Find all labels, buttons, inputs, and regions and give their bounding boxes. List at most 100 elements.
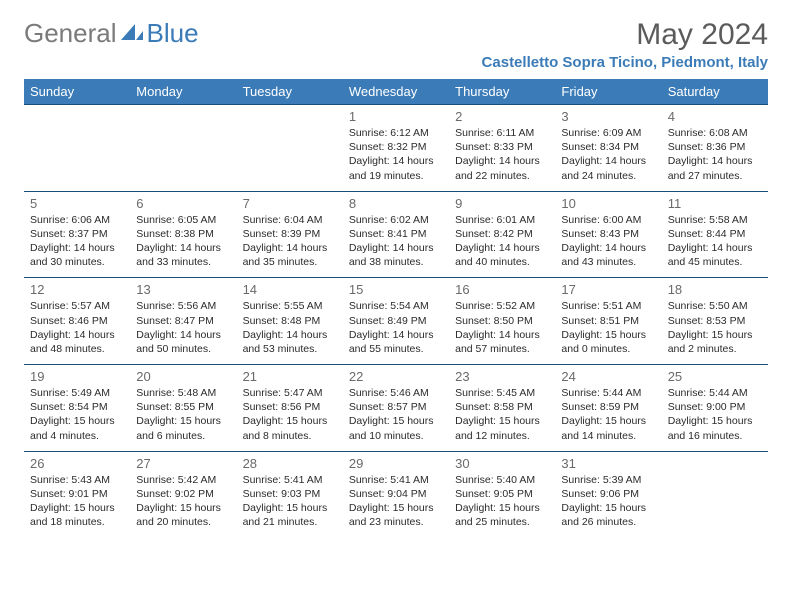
day-cell: 3 Sunrise: 6:09 AMSunset: 8:34 PMDaylight… <box>555 105 661 192</box>
daylight-line: Daylight: 14 hours and 48 minutes. <box>30 328 124 356</box>
sunset-line: Sunset: 8:53 PM <box>668 314 762 328</box>
sunrise-line: Sunrise: 5:48 AM <box>136 386 230 400</box>
sunrise-line: Sunrise: 5:45 AM <box>455 386 549 400</box>
sunrise-line: Sunrise: 5:44 AM <box>561 386 655 400</box>
week-row: 26Sunrise: 5:43 AMSunset: 9:01 PMDayligh… <box>24 451 768 537</box>
daylight-line: Daylight: 15 hours and 6 minutes. <box>136 414 230 442</box>
weekday-header: Saturday <box>662 79 768 105</box>
weekday-header: Thursday <box>449 79 555 105</box>
day-number: 12 <box>30 282 124 297</box>
day-info: Sunrise: 5:40 AMSunset: 9:05 PMDaylight:… <box>455 473 549 530</box>
daylight-line: Daylight: 14 hours and 50 minutes. <box>136 328 230 356</box>
day-cell: 10Sunrise: 6:00 AMSunset: 8:43 PMDayligh… <box>555 191 661 278</box>
day-number: 16 <box>455 282 549 297</box>
day-number: 6 <box>136 196 230 211</box>
sunset-line: Sunset: 8:46 PM <box>30 314 124 328</box>
sunset-line: Sunset: 9:02 PM <box>136 487 230 501</box>
day-cell: 16Sunrise: 5:52 AMSunset: 8:50 PMDayligh… <box>449 278 555 365</box>
sunset-line: Sunset: 8:32 PM <box>349 140 443 154</box>
sunrise-line: Sunrise: 6:09 AM <box>561 126 655 140</box>
day-info: Sunrise: 6:12 AMSunset: 8:32 PMDaylight:… <box>349 126 443 183</box>
daylight-line: Daylight: 14 hours and 35 minutes. <box>243 241 337 269</box>
day-info: Sunrise: 5:56 AMSunset: 8:47 PMDaylight:… <box>136 299 230 356</box>
daylight-line: Daylight: 14 hours and 33 minutes. <box>136 241 230 269</box>
sunrise-line: Sunrise: 5:41 AM <box>243 473 337 487</box>
logo: General Blue <box>24 18 199 49</box>
day-info: Sunrise: 5:58 AMSunset: 8:44 PMDaylight:… <box>668 213 762 270</box>
day-cell: 31 Sunrise: 5:39 AMSunset: 9:06 PMDayligh… <box>555 451 661 537</box>
sunrise-line: Sunrise: 6:11 AM <box>455 126 549 140</box>
sunrise-line: Sunrise: 5:40 AM <box>455 473 549 487</box>
calendar-page: General Blue May 2024 Castelletto Sopra … <box>0 0 792 555</box>
day-info: Sunrise: 5:42 AMSunset: 9:02 PMDaylight:… <box>136 473 230 530</box>
sunset-line: Sunset: 8:41 PM <box>349 227 443 241</box>
sunrise-line: Sunrise: 6:12 AM <box>349 126 443 140</box>
sunrise-line: Sunrise: 5:56 AM <box>136 299 230 313</box>
sunset-line: Sunset: 8:55 PM <box>136 400 230 414</box>
sunrise-line: Sunrise: 5:47 AM <box>243 386 337 400</box>
sunrise-line: Sunrise: 6:01 AM <box>455 213 549 227</box>
sunset-line: Sunset: 8:37 PM <box>30 227 124 241</box>
day-cell: 22 Sunrise: 5:46 AMSunset: 8:57 PMDayligh… <box>343 365 449 452</box>
day-cell: 20Sunrise: 5:48 AMSunset: 8:55 PMDayligh… <box>130 365 236 452</box>
day-number: 11 <box>668 196 762 211</box>
day-cell: 11 Sunrise: 5:58 AMSunset: 8:44 PMDayligh… <box>662 191 768 278</box>
sunset-line: Sunset: 9:04 PM <box>349 487 443 501</box>
month-title: May 2024 <box>482 18 768 52</box>
day-info: Sunrise: 5:54 AMSunset: 8:49 PMDaylight:… <box>349 299 443 356</box>
sunset-line: Sunset: 8:54 PM <box>30 400 124 414</box>
sunrise-line: Sunrise: 5:57 AM <box>30 299 124 313</box>
day-number: 8 <box>349 196 443 211</box>
day-cell: 27Sunrise: 5:42 AMSunset: 9:02 PMDayligh… <box>130 451 236 537</box>
location: Castelletto Sopra Ticino, Piedmont, Ital… <box>482 54 768 71</box>
day-number: 24 <box>561 369 655 384</box>
daylight-line: Daylight: 15 hours and 12 minutes. <box>455 414 549 442</box>
day-info: Sunrise: 5:50 AMSunset: 8:53 PMDaylight:… <box>668 299 762 356</box>
sunset-line: Sunset: 8:59 PM <box>561 400 655 414</box>
sunset-line: Sunset: 8:34 PM <box>561 140 655 154</box>
day-info: Sunrise: 5:45 AMSunset: 8:58 PMDaylight:… <box>455 386 549 443</box>
day-info: Sunrise: 5:47 AMSunset: 8:56 PMDaylight:… <box>243 386 337 443</box>
day-number: 29 <box>349 456 443 471</box>
day-info: Sunrise: 6:11 AMSunset: 8:33 PMDaylight:… <box>455 126 549 183</box>
day-info: Sunrise: 6:06 AMSunset: 8:37 PMDaylight:… <box>30 213 124 270</box>
sunrise-line: Sunrise: 6:04 AM <box>243 213 337 227</box>
weekday-header-row: Sunday Monday Tuesday Wednesday Thursday… <box>24 79 768 105</box>
sunset-line: Sunset: 8:39 PM <box>243 227 337 241</box>
daylight-line: Daylight: 14 hours and 53 minutes. <box>243 328 337 356</box>
daylight-line: Daylight: 14 hours and 38 minutes. <box>349 241 443 269</box>
day-number: 19 <box>30 369 124 384</box>
day-number: 3 <box>561 109 655 124</box>
logo-text-general: General <box>24 18 117 49</box>
day-number: 23 <box>455 369 549 384</box>
sunset-line: Sunset: 8:33 PM <box>455 140 549 154</box>
sunrise-line: Sunrise: 6:08 AM <box>668 126 762 140</box>
day-number: 4 <box>668 109 762 124</box>
sunrise-line: Sunrise: 5:49 AM <box>30 386 124 400</box>
daylight-line: Daylight: 15 hours and 8 minutes. <box>243 414 337 442</box>
week-row: 12Sunrise: 5:57 AMSunset: 8:46 PMDayligh… <box>24 278 768 365</box>
logo-triangle-icon <box>121 22 145 42</box>
day-cell: 7Sunrise: 6:04 AMSunset: 8:39 PMDaylight… <box>237 191 343 278</box>
day-number: 1 <box>349 109 443 124</box>
sunrise-line: Sunrise: 5:51 AM <box>561 299 655 313</box>
day-info: Sunrise: 5:48 AMSunset: 8:55 PMDaylight:… <box>136 386 230 443</box>
day-cell <box>24 105 130 192</box>
day-number: 31 <box>561 456 655 471</box>
day-cell: 4Sunrise: 6:08 AMSunset: 8:36 PMDaylight… <box>662 105 768 192</box>
sunrise-line: Sunrise: 6:02 AM <box>349 213 443 227</box>
daylight-line: Daylight: 15 hours and 25 minutes. <box>455 501 549 529</box>
day-info: Sunrise: 5:46 AMSunset: 8:57 PMDaylight:… <box>349 386 443 443</box>
daylight-line: Daylight: 14 hours and 27 minutes. <box>668 154 762 182</box>
daylight-line: Daylight: 15 hours and 2 minutes. <box>668 328 762 356</box>
day-info: Sunrise: 6:09 AMSunset: 8:34 PMDaylight:… <box>561 126 655 183</box>
day-info: Sunrise: 6:00 AMSunset: 8:43 PMDaylight:… <box>561 213 655 270</box>
day-info: Sunrise: 5:39 AMSunset: 9:06 PMDaylight:… <box>561 473 655 530</box>
day-cell: 8 Sunrise: 6:02 AMSunset: 8:41 PMDaylight… <box>343 191 449 278</box>
day-cell: 18Sunrise: 5:50 AMSunset: 8:53 PMDayligh… <box>662 278 768 365</box>
sunrise-line: Sunrise: 5:52 AM <box>455 299 549 313</box>
day-number: 22 <box>349 369 443 384</box>
sunset-line: Sunset: 8:57 PM <box>349 400 443 414</box>
day-cell <box>130 105 236 192</box>
day-cell: 29Sunrise: 5:41 AMSunset: 9:04 PMDayligh… <box>343 451 449 537</box>
